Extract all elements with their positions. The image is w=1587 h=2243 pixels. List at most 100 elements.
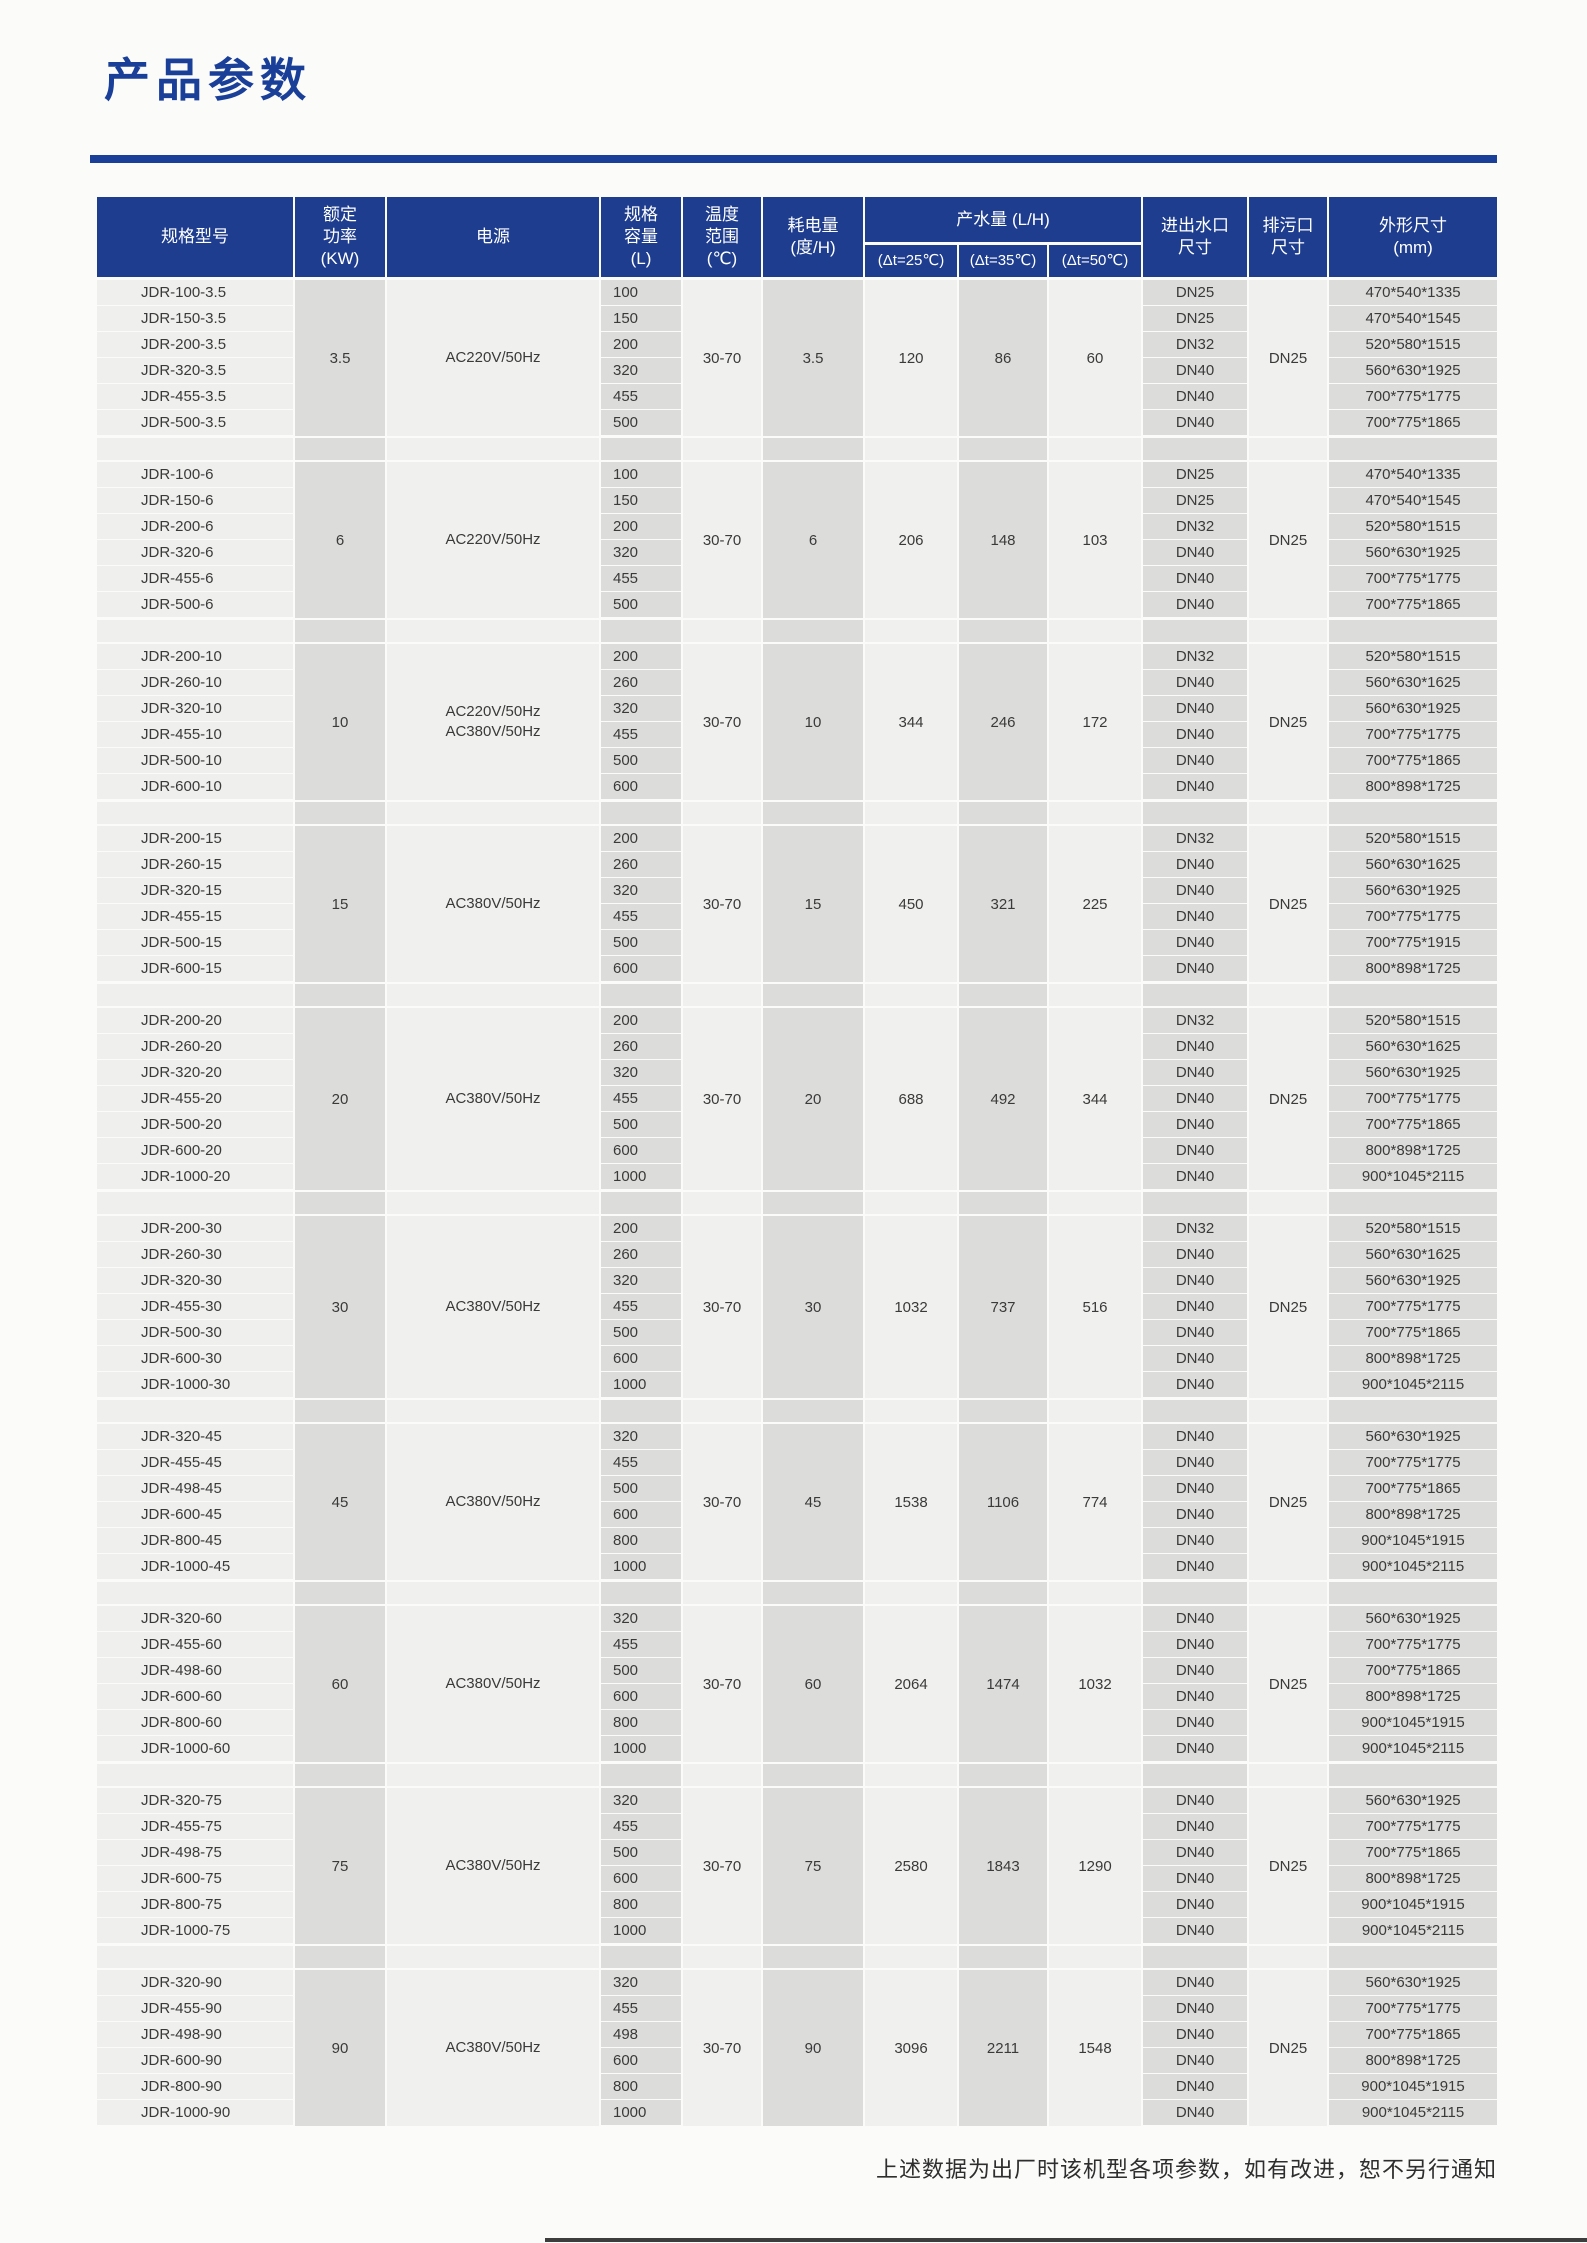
spacer-cell: [959, 800, 1047, 826]
spacer-cell: [959, 1580, 1047, 1606]
table-row: JDR-320-20 320 DN40 560*630*1925: [97, 1060, 1498, 1086]
inlet-size-cell: DN32: [1143, 514, 1248, 540]
capacity-cell: 1000: [601, 1918, 681, 1944]
table-row: JDR-320-3.5 320 DN40 560*630*1925: [97, 358, 1498, 384]
spacer-cell: [865, 1580, 957, 1606]
table-row: JDR-200-10 10 AC220V/50Hz AC380V/50Hz 200 30…: [97, 644, 1498, 800]
inlet-size-cell: DN40: [1143, 540, 1248, 566]
model-cell: JDR-100-3.5: [97, 280, 293, 306]
spacer-cell: [387, 436, 599, 462]
table-row: JDR-455-30 455 DN40 700*775*1775: [97, 1294, 1498, 1320]
group-spacer-row: [97, 1580, 1498, 1606]
spacer-cell: [683, 1762, 761, 1788]
header-supply: 电源: [387, 197, 599, 280]
spacer-cell: [295, 982, 385, 1008]
table-row: JDR-600-90 600 DN40 800*898*1725: [97, 2048, 1498, 2074]
spacer-cell: [295, 1762, 385, 1788]
dimensions-cell: 560*630*1925: [1329, 878, 1498, 904]
model-cell: JDR-320-60: [97, 1606, 293, 1632]
spacer-cell: [683, 1580, 761, 1606]
water-dt35-cell: 1843: [959, 1788, 1047, 1944]
capacity-cell: 200: [601, 514, 681, 540]
model-cell: JDR-1000-30: [97, 1372, 293, 1398]
spacer-cell: [959, 1944, 1047, 1970]
table-row: JDR-1000-75 1000 DN40 900*1045*2115: [97, 1918, 1498, 1944]
header-row-sub: (Δt=25℃) (Δt=35℃) (Δt=50℃): [97, 245, 1497, 280]
capacity-cell: 600: [601, 1138, 681, 1164]
inlet-size-cell: DN40: [1143, 2100, 1248, 2126]
capacity-cell: 455: [601, 1086, 681, 1112]
dimensions-cell: 700*775*1865: [1329, 1476, 1498, 1502]
capacity-cell: 800: [601, 1710, 681, 1736]
water-dt50-cell: 172: [1049, 644, 1142, 800]
capacity-cell: 500: [601, 410, 681, 436]
capacity-cell: 320: [601, 540, 681, 566]
spacer-cell: [387, 982, 599, 1008]
header-water-dt25: (Δt=25℃): [865, 245, 957, 280]
inlet-size-cell: DN40: [1143, 1866, 1248, 1892]
capacity-cell: 100: [601, 280, 681, 306]
group-spacer-row: [97, 1762, 1498, 1788]
model-cell: JDR-498-60: [97, 1658, 293, 1684]
spacer-cell: [1249, 618, 1328, 644]
water-dt50-cell: 1032: [1049, 1606, 1142, 1762]
temp-range-cell: 30-70: [683, 1970, 761, 2126]
spacer-cell: [1329, 1398, 1498, 1424]
spacer-cell: [763, 436, 863, 462]
temp-range-cell: 30-70: [683, 644, 761, 800]
water-dt50-cell: 516: [1049, 1216, 1142, 1398]
spacer-cell: [97, 1762, 293, 1788]
spacer-cell: [1049, 1190, 1142, 1216]
temp-range-cell: 30-70: [683, 826, 761, 982]
spacer-cell: [1249, 1580, 1328, 1606]
page-title: 产品参数: [104, 54, 312, 106]
inlet-size-cell: DN32: [1143, 332, 1248, 358]
supply-cell: AC380V/50Hz: [387, 826, 599, 982]
inlet-size-cell: DN32: [1143, 826, 1248, 852]
capacity-cell: 498: [601, 2022, 681, 2048]
water-dt25-cell: 206: [865, 462, 957, 618]
capacity-cell: 320: [601, 878, 681, 904]
inlet-size-cell: DN40: [1143, 1060, 1248, 1086]
model-cell: JDR-500-3.5: [97, 410, 293, 436]
inlet-size-cell: DN32: [1143, 644, 1248, 670]
table-row: JDR-100-6 6 AC220V/50Hz 100 30-70 6 206 148 103 D…: [97, 462, 1498, 618]
product-spec-table: 规格型号 额定 功率 (KW) 电源 规格 容量 (L) 温度 范围 (℃) 耗…: [95, 197, 1499, 2126]
capacity-cell: 500: [601, 930, 681, 956]
dimensions-cell: 900*1045*2115: [1329, 1918, 1498, 1944]
temp-range-cell: 30-70: [683, 462, 761, 618]
capacity-cell: 500: [601, 1658, 681, 1684]
consumption-cell: 30: [763, 1216, 863, 1398]
dimensions-cell: 700*775*1865: [1329, 410, 1498, 436]
inlet-size-cell: DN40: [1143, 2074, 1248, 2100]
table-row: JDR-260-15 260 DN40 560*630*1625: [97, 852, 1498, 878]
inlet-size-cell: DN25: [1143, 280, 1248, 306]
capacity-cell: 260: [601, 852, 681, 878]
spacer-cell: [763, 1580, 863, 1606]
dimensions-cell: 700*775*1775: [1329, 566, 1498, 592]
inlet-size-cell: DN40: [1143, 592, 1248, 618]
inlet-size-cell: DN40: [1143, 1502, 1248, 1528]
model-cell: JDR-1000-90: [97, 2100, 293, 2126]
capacity-cell: 1000: [601, 1736, 681, 1762]
table-row: JDR-500-3.5 500 DN40 700*775*1865: [97, 410, 1498, 436]
table-row: JDR-800-75 800 DN40 900*1045*1915: [97, 1892, 1498, 1918]
table-row: JDR-100-3.5 3.5 AC220V/50Hz 100 30-70 3.5 120 8…: [97, 280, 1498, 436]
dimensions-cell: 700*775*1775: [1329, 1450, 1498, 1476]
water-dt35-cell: 2211: [959, 1970, 1047, 2126]
power-cell: 90: [295, 1970, 385, 2126]
model-cell: JDR-500-6: [97, 592, 293, 618]
spacer-cell: [865, 1762, 957, 1788]
inlet-size-cell: DN40: [1143, 1606, 1248, 1632]
water-dt35-cell: 246: [959, 644, 1047, 800]
supply-cell: AC380V/50Hz: [387, 1606, 599, 1762]
spacer-cell: [601, 1762, 681, 1788]
dimensions-cell: 560*630*1925: [1329, 1606, 1498, 1632]
drain-size-cell: DN25: [1249, 644, 1328, 800]
capacity-cell: 455: [601, 384, 681, 410]
capacity-cell: 200: [601, 826, 681, 852]
spacer-cell: [683, 1944, 761, 1970]
dimensions-cell: 700*775*1865: [1329, 592, 1498, 618]
water-dt50-cell: 60: [1049, 280, 1142, 436]
capacity-cell: 600: [601, 1866, 681, 1892]
